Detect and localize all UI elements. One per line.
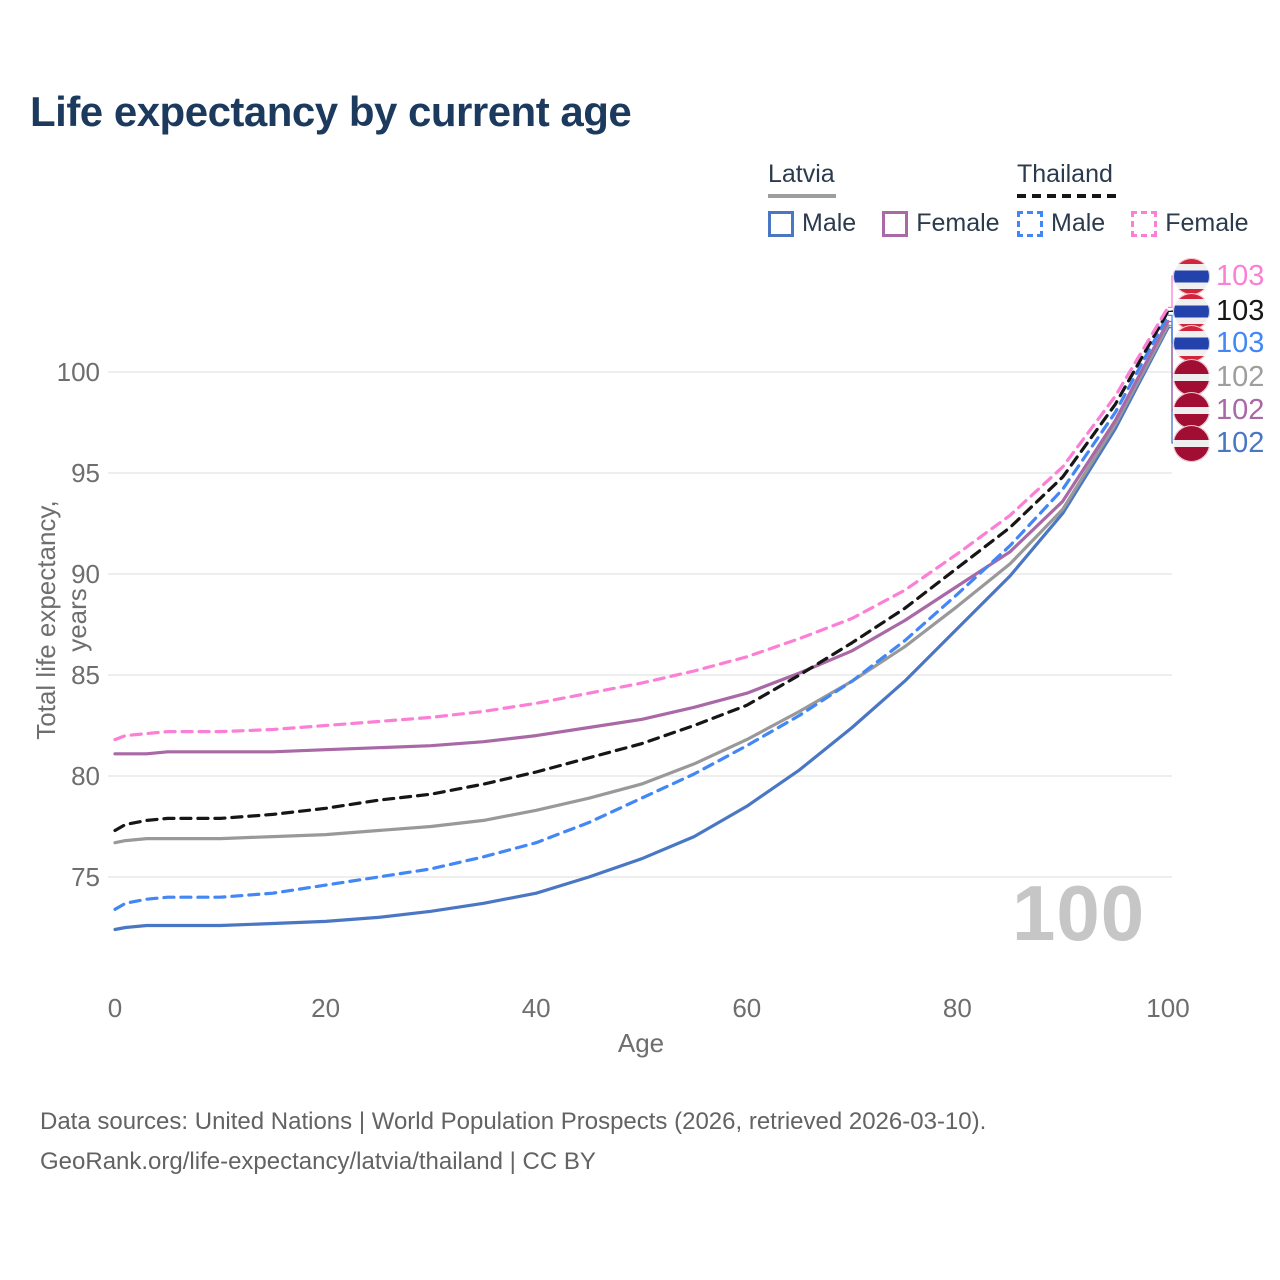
end-label-thailand-both: 103 (1173, 293, 1264, 330)
x-tick-label: 80 (942, 993, 972, 1023)
x-tick-label: 100 (1146, 993, 1190, 1023)
x-tick-label: 40 (521, 993, 551, 1023)
latvia-female-swatch-icon (882, 210, 909, 237)
data-sources-caption: Data sources: United Nations | World Pop… (40, 1108, 987, 1135)
hovered-age-watermark: 100 (1012, 869, 1146, 957)
legend-item-thailand-male[interactable]: Male (1017, 209, 1105, 238)
legend-item-latvia-female[interactable]: Female (882, 209, 1000, 238)
x-axis-title: Age (617, 1028, 665, 1058)
latvia-flag-icon (1173, 425, 1210, 462)
x-tick-label: 20 (311, 993, 341, 1023)
latvia-flag-icon (1173, 392, 1210, 429)
end-label-thailand-male: 103 (1173, 325, 1264, 362)
legend-item-label: Female (916, 209, 1000, 237)
y-tick-label: 95 (71, 458, 100, 488)
end-label-thailand-female: 103 (1173, 258, 1264, 295)
thailand-dashed-line-swatch (1017, 194, 1117, 198)
series-line-latvia-female[interactable] (113, 319, 1170, 756)
y-tick-label: 75 (71, 862, 100, 892)
end-label-latvia-female: 102 (1173, 392, 1264, 429)
legend-item-latvia-male[interactable]: Male (768, 209, 856, 238)
latvia-male-swatch-icon (768, 210, 794, 237)
legend-group-thailand: Thailand Male Female (1017, 160, 1249, 238)
y-axis-title: Total life expectancy, years (31, 500, 92, 740)
legend-country-thailand[interactable]: Thailand (1017, 160, 1113, 188)
legend-item-label: Male (1051, 209, 1106, 237)
series-line-thailand-both-sexes[interactable] (113, 309, 1170, 833)
y-tick-label: 80 (71, 761, 100, 791)
thailand-female-swatch-icon (1131, 210, 1158, 237)
end-label-latvia-male: 102 (1173, 425, 1264, 462)
end-label-latvia-both: 102 (1173, 359, 1264, 396)
thailand-flag-icon (1173, 293, 1210, 330)
series-line-thailand-female[interactable] (113, 305, 1170, 742)
latvia-flag-icon (1173, 359, 1210, 396)
y-tick-label: 100 (56, 357, 100, 387)
attribution-caption: GeoRank.org/life-expectancy/latvia/thail… (40, 1148, 596, 1175)
thailand-flag-icon (1173, 258, 1210, 295)
legend-item-thailand-female[interactable]: Female (1131, 209, 1249, 238)
legend-group-latvia: Latvia Male Female (768, 160, 1000, 238)
series-line-latvia-male[interactable] (113, 326, 1170, 932)
legend-item-label: Male (802, 209, 857, 237)
y-tick-label: 90 (71, 559, 100, 589)
x-tick-label: 0 (107, 993, 123, 1023)
legend-item-label: Female (1165, 209, 1249, 237)
series-line-thailand-male[interactable] (113, 313, 1170, 911)
y-tick-label: 85 (71, 660, 100, 690)
thailand-male-swatch-icon (1017, 210, 1043, 237)
series-line-latvia-both-sexes[interactable] (113, 323, 1170, 845)
thailand-flag-icon (1173, 325, 1210, 362)
legend-country-latvia[interactable]: Latvia (768, 160, 835, 188)
latvia-solid-line-swatch (768, 194, 836, 198)
page-title: Life expectancy by current age (30, 88, 632, 135)
x-tick-label: 60 (732, 993, 762, 1023)
